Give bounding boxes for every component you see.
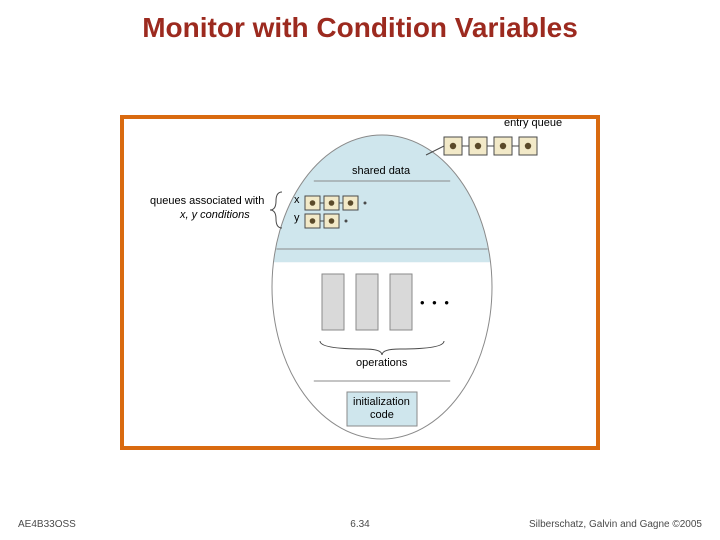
label-shared-data: shared data — [352, 165, 410, 177]
label-entry-queue: entry queue — [504, 117, 562, 129]
label-qx: x — [294, 194, 300, 206]
label-queues-assoc-1: queues associated with — [150, 195, 264, 207]
footer-right: Silberschatz, Galvin and Gagne ©2005 — [529, 519, 702, 530]
label-queues-assoc-2-text: x, y conditions — [180, 209, 250, 221]
label-queues-assoc-2: x, y conditions — [180, 209, 250, 221]
label-operations: operations — [356, 357, 407, 369]
label-ellipsis: • • • — [420, 295, 451, 310]
label-init-1: initialization — [353, 396, 410, 408]
label-qy: y — [294, 212, 300, 224]
slide-title: Monitor with Condition Variables — [0, 12, 720, 44]
diagram-frame: entry queue shared data queues associate… — [120, 115, 600, 450]
label-init-2: code — [370, 409, 394, 421]
